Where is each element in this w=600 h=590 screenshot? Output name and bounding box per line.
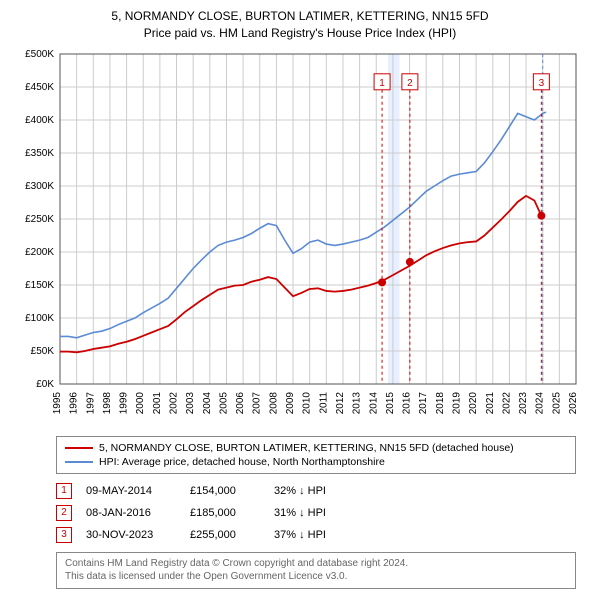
title-block: 5, NORMANDY CLOSE, BURTON LATIMER, KETTE…: [12, 8, 588, 42]
svg-text:2004: 2004: [202, 391, 213, 414]
svg-text:£300K: £300K: [25, 181, 54, 192]
svg-text:3: 3: [539, 77, 545, 88]
svg-text:£200K: £200K: [25, 247, 54, 258]
marker-date-2: 08-JAN-2016: [86, 507, 176, 519]
marker-badge-2: 2: [56, 505, 72, 521]
legend-label-1: 5, NORMANDY CLOSE, BURTON LATIMER, KETTE…: [99, 442, 514, 454]
legend-swatch-2: [65, 461, 93, 463]
marker-pct-3: 37% ↓ HPI: [274, 529, 326, 541]
title-line-2: Price paid vs. HM Land Registry's House …: [12, 25, 588, 42]
svg-text:2013: 2013: [352, 391, 363, 414]
svg-text:1997: 1997: [85, 391, 96, 414]
svg-text:2021: 2021: [485, 391, 496, 414]
svg-text:1995: 1995: [52, 391, 63, 414]
svg-text:£50K: £50K: [31, 346, 55, 357]
svg-text:2026: 2026: [568, 391, 579, 414]
svg-text:2017: 2017: [418, 391, 429, 414]
svg-text:£400K: £400K: [25, 115, 54, 126]
svg-text:2025: 2025: [551, 391, 562, 414]
svg-text:£250K: £250K: [25, 214, 54, 225]
svg-text:2000: 2000: [135, 391, 146, 414]
marker-price-1: £154,000: [190, 485, 260, 497]
chart-container: 5, NORMANDY CLOSE, BURTON LATIMER, KETTE…: [0, 0, 600, 590]
marker-price-2: £185,000: [190, 507, 260, 519]
svg-text:1: 1: [379, 77, 385, 88]
legend-row-2: HPI: Average price, detached house, Nort…: [65, 455, 567, 469]
svg-text:£100K: £100K: [25, 313, 54, 324]
svg-text:2006: 2006: [235, 391, 246, 414]
svg-text:£0K: £0K: [36, 379, 54, 390]
chart-area: £0K £50K £100K £150K £200K £250K £300K £350K £40…: [12, 48, 588, 428]
marker-pct-1: 32% ↓ HPI: [274, 485, 326, 497]
svg-text:£450K: £450K: [25, 82, 54, 93]
chart-svg: £0K £50K £100K £150K £200K £250K £300K £350K £40…: [12, 48, 588, 428]
svg-text:2018: 2018: [435, 391, 446, 414]
svg-text:2012: 2012: [335, 391, 346, 414]
svg-text:2022: 2022: [501, 391, 512, 414]
svg-text:2008: 2008: [268, 391, 279, 414]
marker-row-1: 1 09-MAY-2014 £154,000 32% ↓ HPI: [56, 480, 588, 502]
marker-pct-2: 31% ↓ HPI: [274, 507, 326, 519]
svg-text:2020: 2020: [468, 391, 479, 414]
svg-text:2010: 2010: [302, 391, 313, 414]
svg-text:2024: 2024: [535, 391, 546, 414]
legend-swatch-1: [65, 447, 93, 449]
attribution-line-1: Contains HM Land Registry data © Crown c…: [65, 557, 567, 571]
marker-badge-3: 3: [56, 527, 72, 543]
svg-text:2005: 2005: [218, 391, 229, 414]
svg-text:2009: 2009: [285, 391, 296, 414]
svg-text:2003: 2003: [185, 391, 196, 414]
svg-text:£500K: £500K: [25, 49, 54, 60]
legend-box: 5, NORMANDY CLOSE, BURTON LATIMER, KETTE…: [56, 436, 576, 474]
svg-text:2011: 2011: [318, 391, 329, 413]
svg-text:2019: 2019: [451, 391, 462, 414]
svg-text:1998: 1998: [102, 391, 113, 414]
svg-text:1999: 1999: [119, 391, 130, 414]
svg-text:2002: 2002: [169, 391, 180, 414]
legend-row-1: 5, NORMANDY CLOSE, BURTON LATIMER, KETTE…: [65, 441, 567, 455]
marker-date-3: 30-NOV-2023: [86, 529, 176, 541]
marker-row-2: 2 08-JAN-2016 £185,000 31% ↓ HPI: [56, 502, 588, 524]
svg-text:2: 2: [407, 77, 413, 88]
svg-text:2001: 2001: [152, 391, 163, 414]
marker-list: 1 09-MAY-2014 £154,000 32% ↓ HPI 2 08-JA…: [56, 480, 588, 546]
marker-row-3: 3 30-NOV-2023 £255,000 37% ↓ HPI: [56, 524, 588, 546]
attribution-line-2: This data is licensed under the Open Gov…: [65, 570, 567, 584]
svg-text:2023: 2023: [518, 391, 529, 414]
svg-text:2014: 2014: [368, 391, 379, 414]
svg-text:£150K: £150K: [25, 280, 54, 291]
marker-date-1: 09-MAY-2014: [86, 485, 176, 497]
svg-text:1996: 1996: [69, 391, 80, 414]
legend-label-2: HPI: Average price, detached house, Nort…: [99, 456, 385, 468]
title-line-1: 5, NORMANDY CLOSE, BURTON LATIMER, KETTE…: [12, 8, 588, 25]
attribution-box: Contains HM Land Registry data © Crown c…: [56, 552, 576, 589]
svg-text:2007: 2007: [252, 391, 263, 414]
svg-text:£350K: £350K: [25, 148, 54, 159]
svg-text:2016: 2016: [402, 391, 413, 414]
svg-text:2015: 2015: [385, 391, 396, 414]
marker-price-3: £255,000: [190, 529, 260, 541]
marker-badge-1: 1: [56, 483, 72, 499]
